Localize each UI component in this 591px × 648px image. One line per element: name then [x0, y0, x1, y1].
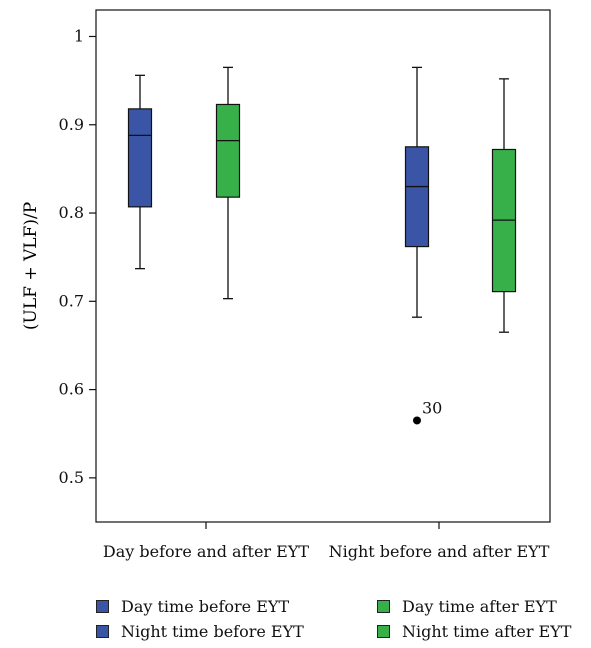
box: [215, 103, 241, 198]
legend-label: Day time after EYT: [402, 597, 557, 616]
legend-label: Night time after EYT: [402, 622, 572, 641]
legend-item: Night time before EYT: [96, 622, 304, 641]
legend-swatch: [377, 600, 390, 613]
legend-item: Night time after EYT: [377, 622, 571, 641]
x-tick-label: Night before and after EYT: [329, 542, 550, 561]
outlier-label: 30: [422, 398, 442, 417]
y-tick-label: 0.6: [59, 380, 84, 399]
outlier-group: 30: [413, 398, 442, 425]
y-tick-label: 0.9: [59, 115, 84, 134]
box-group: [127, 66, 517, 333]
plot-frame: [95, 9, 551, 523]
box: [404, 146, 430, 248]
x-axis: Day before and after EYT Night before and…: [103, 522, 550, 561]
legend-label: Night time before EYT: [121, 622, 304, 641]
legend-item: Day time before EYT: [96, 597, 289, 616]
legend-swatch: [377, 625, 390, 638]
legend-label: Day time before EYT: [121, 597, 290, 616]
y-tick-label: 0.7: [59, 291, 84, 310]
x-tick-label: Day before and after EYT: [103, 542, 309, 561]
y-tick-label: 0.8: [59, 203, 84, 222]
legend-swatch: [96, 625, 109, 638]
y-axis-label: (ULF + VLF)/P: [21, 202, 41, 330]
outlier-point: [413, 416, 421, 425]
y-axis: 0.5 0.6 0.7 0.8 0.9 1: [59, 26, 96, 487]
legend-item: Day time after EYT: [377, 597, 557, 616]
y-tick-label: 0.5: [59, 468, 84, 487]
legend-swatch: [96, 600, 109, 613]
y-tick-label: 1: [74, 26, 84, 45]
box: [127, 108, 153, 208]
